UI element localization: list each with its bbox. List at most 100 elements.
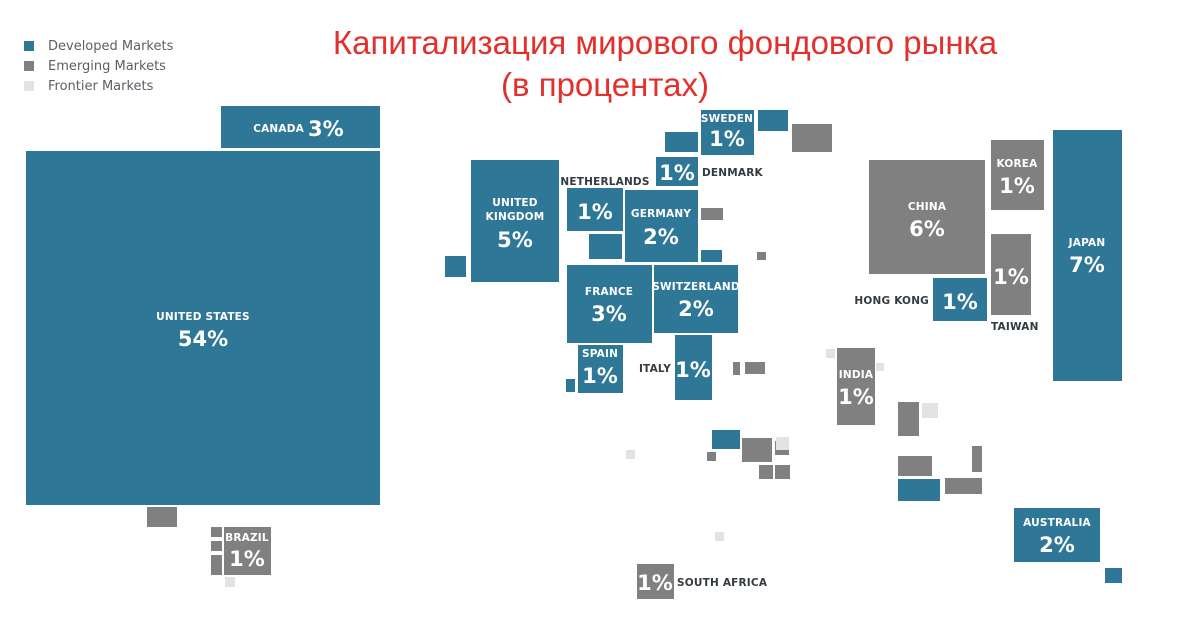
country-block-united-kingdom: [471, 160, 559, 282]
minor-market-block: [826, 349, 835, 358]
country-block-hong-kong: [933, 278, 987, 321]
country-block-spain: [578, 345, 623, 393]
country-label-india: INDIA: [839, 369, 874, 381]
country-label-brazil: BRAZIL: [225, 532, 269, 544]
chart-title-line1: Капитализация мирового фондового рынка: [332, 24, 998, 61]
country-value-hong-kong: 1%: [942, 290, 978, 314]
minor-market-block: [792, 124, 832, 152]
country-value-netherlands: 1%: [577, 200, 613, 224]
minor-market-block: [665, 132, 698, 152]
country-label-italy: ITALY: [639, 363, 671, 375]
country-label-united-kingdom: UNITED KINGDOM: [486, 197, 545, 223]
country-block-australia: [1014, 508, 1100, 562]
country-block-france: [567, 265, 652, 343]
country-label-hong-kong: HONG KONG: [854, 295, 929, 307]
country-label-switzerland: SWITZERLAND: [652, 281, 740, 293]
minor-market-block: [566, 379, 575, 392]
country-block-brazil: [224, 527, 271, 575]
minor-market-block: [701, 250, 722, 262]
country-value-china: 6%: [909, 217, 945, 241]
legend-item-developed: Developed Markets: [24, 36, 173, 56]
minor-market-block: [972, 446, 982, 472]
country-label-canada: CANADA: [253, 123, 304, 135]
country-value-italy: 1%: [675, 358, 711, 382]
chart-title-line2: (в процентах): [501, 66, 709, 103]
country-value-taiwan: 1%: [993, 265, 1029, 289]
legend-item-emerging: Emerging Markets: [24, 56, 173, 76]
country-block-canada: [221, 106, 380, 148]
minor-market-block: [776, 437, 789, 450]
country-value-germany: 2%: [643, 225, 679, 249]
minor-market-block: [759, 465, 773, 479]
minor-market-block: [945, 478, 982, 494]
country-label-taiwan: TAIWAN: [991, 321, 1039, 333]
minor-market-block: [445, 256, 466, 277]
legend-item-frontier: Frontier Markets: [24, 76, 173, 96]
country-label-sweden: SWEDEN: [701, 113, 753, 125]
country-label-france: FRANCE: [585, 286, 633, 298]
country-block-germany: [625, 190, 698, 262]
country-block-united-states: [26, 151, 380, 505]
minor-market-block: [715, 532, 724, 541]
minor-market-block: [712, 430, 740, 449]
country-block-switzerland: [654, 265, 738, 333]
country-value-france: 3%: [591, 302, 627, 326]
minor-market-block: [898, 479, 940, 501]
minor-market-block: [742, 438, 772, 462]
legend-swatch-emerging: [24, 61, 34, 71]
country-value-brazil: 1%: [229, 547, 265, 571]
country-value-india: 1%: [838, 385, 874, 409]
country-block-sweden: [701, 110, 754, 155]
country-block-taiwan: [991, 234, 1031, 315]
country-label-united-states: UNITED STATES: [156, 311, 250, 323]
legend: Developed Markets Emerging Markets Front…: [24, 36, 173, 96]
country-block-china: [869, 160, 985, 274]
legend-label-emerging: Emerging Markets: [48, 58, 166, 74]
country-value-sweden: 1%: [709, 127, 745, 151]
minor-market-block: [745, 362, 765, 374]
country-label-spain: SPAIN: [582, 348, 618, 360]
minor-market-block: [876, 363, 884, 371]
country-label-japan: JAPAN: [1068, 237, 1106, 249]
country-value-canada: 3%: [308, 117, 344, 141]
country-value-australia: 2%: [1039, 533, 1075, 557]
country-block-netherlands: [567, 188, 623, 231]
country-value-korea: 1%: [999, 174, 1035, 198]
country-value-united-states: 54%: [178, 327, 228, 351]
minor-market-block: [211, 555, 222, 575]
country-block-korea: [991, 140, 1044, 210]
country-value-spain: 1%: [582, 364, 618, 388]
country-value-united-kingdom: 5%: [497, 228, 533, 252]
country-value-south-africa: 1%: [637, 571, 673, 595]
minor-market-block: [147, 507, 177, 527]
legend-swatch-frontier: [24, 81, 34, 91]
minor-market-block: [898, 402, 919, 436]
country-label-denmark: DENMARK: [702, 167, 764, 179]
country-label-south-africa: SOUTH AFRICA: [677, 577, 768, 589]
minor-market-block: [757, 252, 766, 260]
minor-market-block: [1105, 568, 1122, 583]
country-block-denmark: [656, 157, 698, 186]
minor-market-block: [211, 527, 222, 537]
minor-market-block: [758, 110, 788, 131]
minor-market-block: [225, 577, 235, 587]
country-label-germany: GERMANY: [631, 208, 691, 220]
country-block-italy: [675, 335, 712, 400]
country-label-korea: KOREA: [997, 158, 1039, 170]
country-block-south-africa: [637, 564, 674, 599]
country-label-china: CHINA: [908, 201, 947, 213]
legend-swatch-developed: [24, 41, 34, 51]
minor-market-block: [733, 362, 740, 375]
country-block-japan: [1053, 130, 1122, 381]
legend-label-developed: Developed Markets: [48, 38, 174, 54]
country-value-switzerland: 2%: [678, 297, 714, 321]
minor-market-block: [922, 403, 938, 418]
country-block-india: [837, 348, 875, 425]
minor-market-block: [898, 456, 932, 476]
minor-market-block: [589, 234, 622, 259]
country-label-australia: AUSTRALIA: [1023, 517, 1091, 529]
country-value-japan: 7%: [1069, 253, 1105, 277]
legend-label-frontier: Frontier Markets: [48, 78, 154, 94]
country-value-denmark: 1%: [659, 161, 695, 185]
